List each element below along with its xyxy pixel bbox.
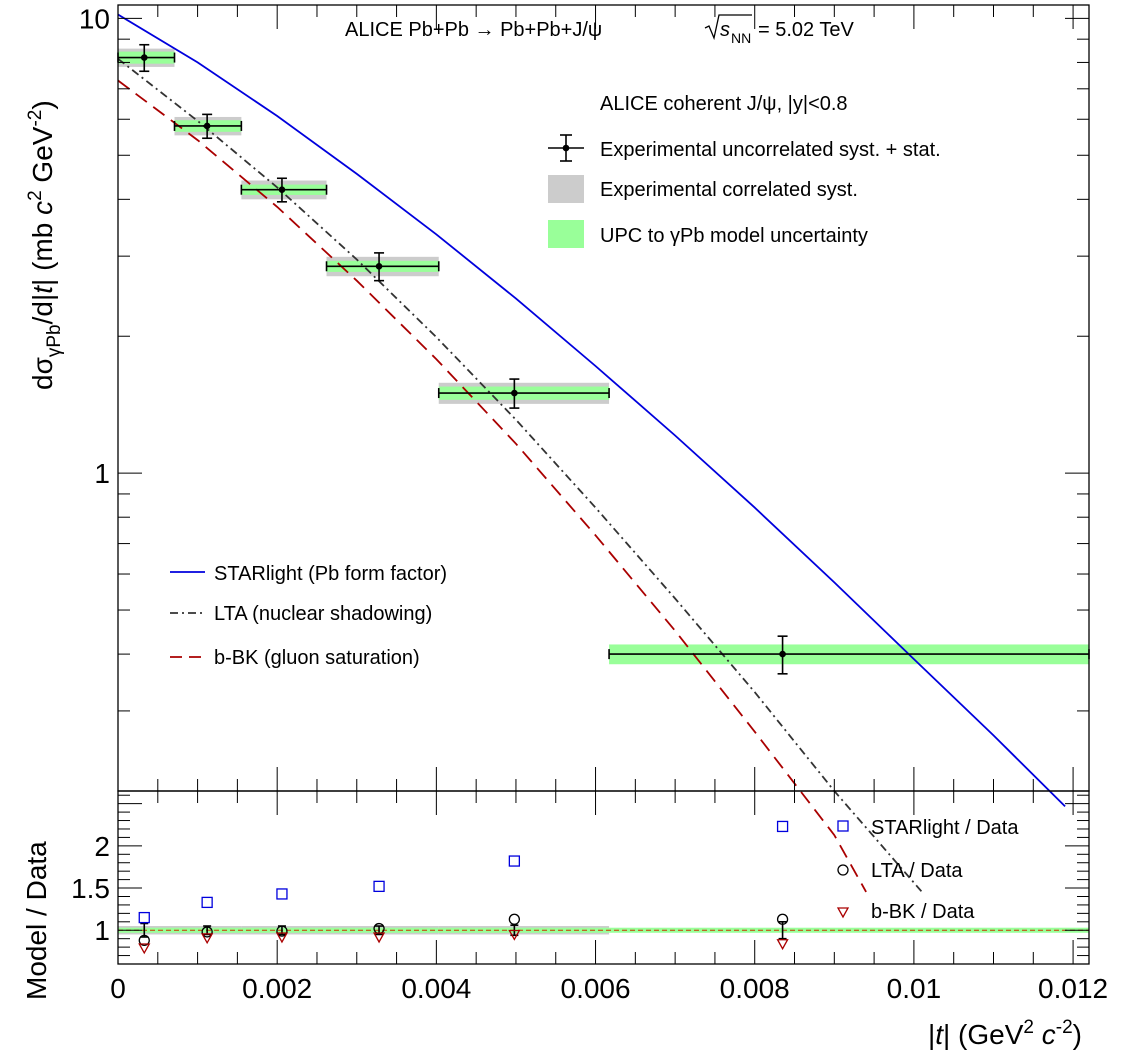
starlight-ratio-marker (276, 888, 288, 900)
model-legend: STARlight (Pb form factor) LTA (nuclear … (170, 563, 447, 669)
top-y-axis-label: dσγPb/d|t| (mb c2 GeV-2) (25, 100, 65, 390)
ratio-y-tick-label: 1 (94, 915, 110, 946)
ratio-points (138, 820, 789, 955)
lta-ratio-marker (138, 934, 150, 947)
energy-label-value: = 5.02 TeV (758, 19, 854, 41)
legend-uncorrelated-label: Experimental uncorrelated syst. + stat. (600, 139, 941, 161)
bottom-panel: 11.52 0 0.002 0.004 0.006 0.008 0.01 0.012 STA… (21, 790, 1108, 1050)
legend-lta-label: LTA (nuclear shadowing) (214, 603, 432, 625)
curve-starlight (117, 13, 1066, 808)
data-legend: ALICE coherent J/ψ, |y|<0.8 Experimental… (548, 93, 941, 248)
legend-lta-ratio-marker (837, 864, 849, 876)
bbk-ratio-marker (776, 939, 789, 951)
ratio-model-band-4 (438, 927, 610, 933)
x-tick-label: 0.006 (561, 973, 631, 1004)
x-tick-label: 0 (110, 973, 126, 1004)
top-ticks (117, 5, 1089, 792)
data-marker (278, 186, 286, 193)
x-tick-label: 0.01 (887, 973, 942, 1004)
x-tick-label: 0.004 (401, 973, 471, 1004)
top-curves (117, 13, 1066, 893)
plot-title: ALICE Pb+Pb → Pb+Pb+J/ψ (345, 19, 602, 41)
x-axis-label: |t| (GeV2 c-2) (928, 1017, 1082, 1050)
lta-ratio-marker (776, 913, 789, 925)
curve-b-bk (117, 79, 867, 893)
legend-starlight-ratio-label: STARlight / Data (871, 817, 1019, 839)
legend-starlight-label: STARlight (Pb form factor) (214, 563, 447, 585)
bbk-ratio-marker (508, 929, 521, 941)
legend-model-label: UPC to γPb model uncertainty (600, 225, 868, 247)
bbk-ratio-marker (201, 933, 214, 945)
data-point-3 (325, 252, 440, 282)
data-marker (779, 650, 786, 658)
y-tick-label: 10 (79, 3, 110, 34)
x-tick-labels: 0 0.002 0.004 0.006 0.008 0.01 0.012 (110, 973, 1108, 1004)
data-point-1 (173, 113, 243, 140)
legend-correlated-label: Experimental correlated syst. (600, 179, 858, 201)
lta-ratio-marker (276, 925, 288, 937)
x-tick-label: 0.008 (720, 973, 790, 1004)
starlight-ratio-marker (201, 896, 213, 909)
lta-ratio-marker (508, 913, 521, 925)
legend-starlight-ratio-marker (837, 820, 849, 832)
x-tick-label: 0.002 (242, 973, 312, 1004)
energy-label-s: s (720, 19, 730, 41)
lta-ratio-marker (201, 926, 213, 938)
data-marker (375, 262, 383, 270)
data-marker (511, 389, 518, 397)
starlight-ratio-marker (373, 880, 385, 893)
starlight-ratio-marker (508, 855, 521, 867)
bottom-ticks (117, 791, 1089, 965)
ratio-legend: STARlight / Data LTA / Data b-BK / Data (836, 817, 1019, 923)
data-point-2 (240, 177, 328, 203)
top-y-tick-labels: 1 10 (79, 3, 110, 489)
starlight-ratio-marker (776, 820, 789, 833)
bottom-frame (117, 790, 1090, 965)
top-panel: 1 10 ALICE Pb+Pb → Pb+Pb+J/ψ s NN = 5.02 … (25, 3, 1090, 893)
ratio-y-tick-label: 1.5 (71, 873, 110, 904)
legend-lta-ratio-label: LTA / Data (871, 860, 963, 882)
legend-uncorrelated-marker (548, 134, 584, 162)
energy-label-nn: NN (731, 30, 751, 46)
ratio-model-band-2 (241, 927, 327, 933)
y-tick-label: 1 (94, 458, 110, 489)
legend-correlated-swatch (548, 175, 584, 203)
sqrt-symbol (704, 14, 752, 41)
ratio-y-tick-label: 2 (94, 831, 110, 862)
curve-lta (117, 58, 923, 893)
bbk-ratio-marker (275, 932, 289, 944)
legend-data-title: ALICE coherent J/ψ, |y|<0.8 (600, 93, 848, 115)
legend-bbk-label: b-BK (gluon saturation) (214, 647, 420, 669)
x-tick-label: 0.012 (1038, 973, 1108, 1004)
legend-model-swatch (548, 220, 584, 248)
legend-bbk-ratio-label: b-BK / Data (871, 901, 975, 923)
bottom-y-axis-label: Model / Data (21, 841, 52, 1000)
bottom-y-tick-labels: 11.52 (71, 831, 110, 946)
data-marker (140, 54, 148, 61)
starlight-ratio-marker (138, 911, 150, 924)
bbk-ratio-marker (138, 943, 151, 955)
data-marker (203, 122, 211, 130)
top-points (117, 43, 1090, 675)
data-point-4 (437, 378, 610, 409)
bbk-ratio-marker (372, 932, 386, 944)
legend-bbk-ratio-marker (836, 907, 850, 919)
energy-label: s NN = 5.02 TeV (704, 14, 854, 46)
